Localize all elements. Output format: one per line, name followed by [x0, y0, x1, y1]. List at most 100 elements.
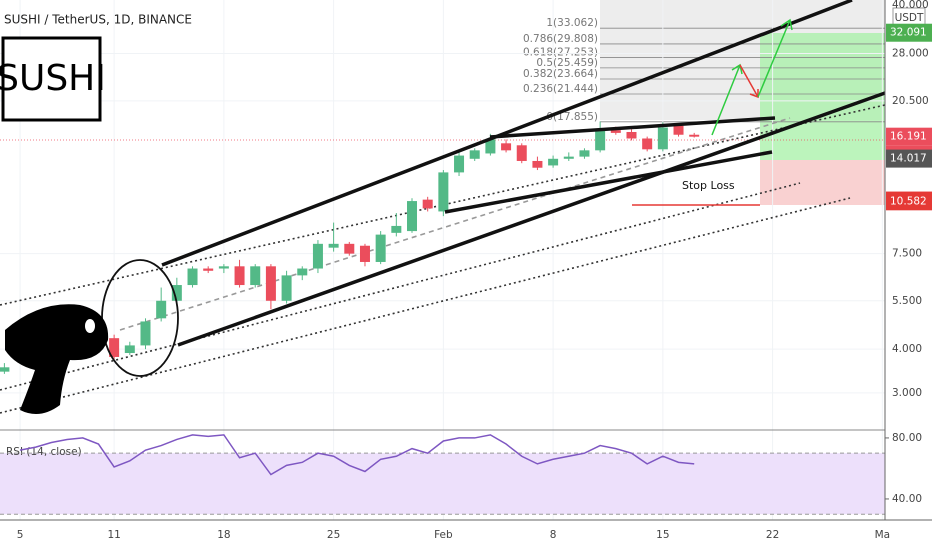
fib-label: 1(33.062) [546, 17, 598, 29]
candle-body [312, 243, 323, 269]
candle-body [187, 268, 198, 286]
price-label-box [886, 149, 932, 168]
candle-body [501, 143, 512, 151]
candle-body [642, 138, 653, 150]
axes: 40.000 28.000 20.500 7.500 5.500 4.000 3.000 5 1… [17, 0, 932, 541]
price-label-box [886, 23, 932, 42]
trend-line [444, 150, 773, 214]
price-label-box [886, 192, 932, 211]
x-tick-label: Ma [875, 529, 891, 541]
candle-body [469, 150, 480, 159]
rsi-title: RSI (14, close) [6, 446, 82, 458]
logo: SUSHI [0, 58, 106, 99]
candle-body [532, 160, 543, 168]
rsi-line [19, 434, 695, 476]
candle-body [391, 225, 402, 233]
candle-body [673, 125, 684, 135]
price-label: 16.191 [890, 131, 927, 143]
y-tick-label: 80.00 [892, 432, 922, 444]
logo-box [1, 36, 102, 122]
candle-body [0, 367, 10, 372]
target-zone [760, 33, 885, 160]
arrows [711, 18, 793, 136]
x-tick-label: Feb [434, 529, 453, 541]
x-tick-label: 15 [656, 529, 669, 541]
y-tick-label: 4.000 [892, 343, 922, 355]
trend-line [161, 0, 853, 267]
x-tick-label: 22 [766, 529, 779, 541]
y-tick-label: 20.500 [892, 95, 929, 107]
trend-line [177, 91, 886, 347]
candle-body [626, 131, 637, 139]
y-tick-label: 28.000 [892, 47, 929, 59]
candle-body [595, 130, 606, 151]
candle-body [610, 130, 621, 133]
candle-body [171, 285, 182, 301]
fish-eye [85, 319, 95, 333]
candle-body [265, 266, 276, 301]
fib-label: 0.618(27.253) [523, 47, 598, 59]
candle-body [297, 268, 308, 276]
fib-label: 0.236(21.444) [523, 83, 598, 95]
fib-label: 0.5(25.459) [536, 57, 598, 69]
candle-body [422, 199, 433, 209]
candle-body [203, 268, 214, 271]
arrow-up [757, 18, 793, 98]
candle-body [344, 243, 355, 254]
fib-label: 0.382(23.664) [523, 68, 598, 80]
x-tick-label: 25 [327, 529, 340, 541]
mid-line [119, 117, 791, 331]
channel-dotted [0, 104, 886, 414]
fib-levels: 1(33.062) 0.786(29.808) 0.618(27.253)0.5(2… [523, 17, 885, 123]
y-tick-label: 5.500 [892, 295, 922, 307]
currency: USDT [895, 12, 924, 24]
y-tick-label: 7.500 [892, 248, 922, 260]
chart-title: SUSHI / TetherUS, 1D, BINANCE [4, 13, 192, 27]
candle-body [438, 172, 449, 212]
candle-body [140, 321, 151, 346]
y-tick-label: 40.000 [892, 0, 929, 11]
candle-body [657, 127, 668, 150]
price-label-box [886, 127, 932, 146]
x-tick-label: 8 [550, 529, 557, 541]
candle-body [281, 275, 292, 301]
rsi-band [0, 453, 885, 515]
grid [0, 0, 885, 520]
candle-body [234, 266, 245, 286]
candle-body [359, 245, 370, 262]
candles [0, 121, 700, 374]
candle-body [328, 243, 339, 248]
candle-body [250, 266, 261, 286]
candle-body [109, 338, 120, 357]
dotted-line [0, 104, 886, 306]
dotted-line [0, 197, 851, 414]
candle-body [689, 134, 700, 137]
candle-body [218, 266, 229, 269]
candle-body [407, 201, 418, 232]
candle-body [548, 158, 559, 166]
x-tick-label: 11 [107, 529, 120, 541]
candle-body [579, 150, 590, 157]
trend-line [489, 116, 776, 139]
x-tick-label: 5 [17, 529, 24, 541]
candle-body [156, 300, 167, 319]
price-label: 10.582 [890, 195, 927, 207]
x-tick-label: 18 [217, 529, 230, 541]
price-label: 14.017 [890, 153, 927, 165]
trend-lines [101, 0, 886, 377]
candle-body [563, 156, 574, 159]
candle-body [454, 155, 465, 173]
fish-drawing [5, 304, 109, 414]
candle-body [124, 345, 135, 354]
candle-body [485, 139, 496, 154]
y-tick-label: 40.00 [892, 493, 922, 505]
stop-loss-label: Stop Loss [682, 179, 735, 192]
candle-body [516, 145, 527, 161]
fib-label: 0.786(29.808) [523, 33, 598, 45]
price-label: 32.091 [890, 27, 927, 39]
rsi: 80.00 40.00 [0, 432, 922, 515]
candle-body [375, 234, 386, 262]
y-tick-label: 3.000 [892, 387, 922, 399]
